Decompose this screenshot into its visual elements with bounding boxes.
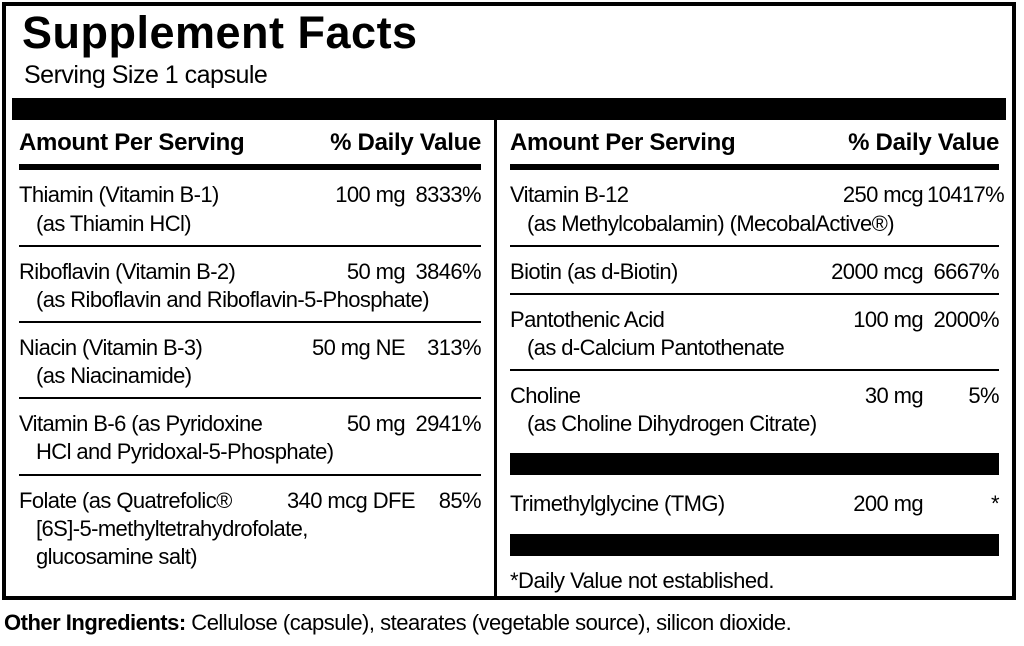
nutrient-name: Folate (as Quatrefolic®: [19, 487, 232, 513]
daily-value-header: % Daily Value: [848, 129, 999, 157]
nutrient-dv: 313%: [427, 335, 481, 361]
nutrient-row-folate: Folate (as Quatrefolic® 340 mcg DFE 85% …: [19, 473, 482, 578]
nutrient-amount: 100 mg: [853, 306, 923, 332]
nutrient-dv: 6667%: [933, 258, 999, 284]
nutrient-amount: 250 mcg: [842, 182, 924, 208]
nutrient-row-vitamin-b6: Vitamin B-6 (as Pyridoxine 50 mg 2941% H…: [19, 397, 482, 473]
nutrient-row-riboflavin: Riboflavin (Vitamin B-2) 50 mg 3846% (as…: [19, 244, 482, 321]
nutrient-row-pantothenic-acid: Pantothenic Acid 100 mg 2000% (as d-Calc…: [510, 292, 1000, 369]
nutrient-name: Biotin (as d-Biotin): [510, 258, 678, 284]
nutrient-name: Choline: [510, 383, 581, 409]
nutrient-sub: [6S]-5-methyltetrahydrofolate,: [36, 515, 308, 541]
facts-column-right: Amount Per Serving % Daily Value Vitamin…: [497, 120, 1012, 596]
nutrient-name: Niacin (Vitamin B-3): [19, 335, 203, 361]
nutrient-row-thiamin: Thiamin (Vitamin B-1) 100 mg 8333% (as T…: [19, 170, 482, 244]
other-ingredients-line: Other Ingredients: Cellulose (capsule), …: [0, 600, 1024, 636]
nutrient-dv: 10417%: [927, 182, 1005, 208]
other-ingredients-label: Other Ingredients:: [4, 610, 186, 635]
facts-column-left: Amount Per Serving % Daily Value Thiamin…: [6, 120, 497, 596]
nutrient-row-tmg: Trimethylglycine (TMG) 200 mg *: [510, 479, 1000, 525]
nutrient-amount: 50 mg: [346, 411, 406, 437]
nutrient-amount: 2000 mcg: [831, 258, 923, 284]
thick-divider-bar: [510, 533, 999, 556]
nutrient-row-niacin: Niacin (Vitamin B-3) 50 mg NE 313% (as N…: [19, 321, 482, 397]
amount-per-serving-header: Amount Per Serving: [510, 129, 736, 157]
nutrient-row-vitamin-b12: Vitamin B-12 250 mcg 10417% (as Methylco…: [510, 170, 1005, 244]
nutrient-amount: 100 mg: [335, 182, 405, 208]
nutrient-sub: (as Thiamin HCl): [36, 210, 192, 236]
nutrient-name: Pantothenic Acid: [510, 306, 665, 332]
nutrient-name: Thiamin (Vitamin B-1): [19, 182, 219, 208]
nutrient-name: Riboflavin (Vitamin B-2): [19, 258, 236, 284]
serving-size-text: Serving Size 1 capsule: [24, 61, 268, 90]
nutrient-sub: (as Choline Dihydrogen Citrate): [527, 411, 817, 437]
panel-header: Supplement Facts Serving Size 1 capsule: [6, 6, 1012, 98]
facts-table: Amount Per Serving % Daily Value Thiamin…: [6, 120, 1012, 596]
nutrient-sub: (as d-Calcium Pantothenate: [527, 335, 785, 361]
nutrient-sub: (as Riboflavin and Riboflavin-5-Phosphat…: [36, 286, 430, 312]
nutrient-name: Vitamin B-12: [510, 182, 629, 208]
column-header-left: Amount Per Serving % Daily Value: [19, 120, 481, 171]
other-ingredients-text: Cellulose (capsule), stearates (vegetabl…: [185, 610, 792, 635]
nutrient-name: Trimethylglycine (TMG): [510, 491, 725, 517]
panel-title: Supplement Facts: [22, 7, 418, 58]
nutrient-dv: 5%: [968, 383, 999, 409]
nutrient-amount: 200 mg: [853, 491, 923, 517]
nutrient-sub: (as Niacinamide): [36, 363, 192, 389]
nutrient-sub: (as Methylcobalamin) (MecobalActive®): [527, 210, 895, 236]
column-header-right: Amount Per Serving % Daily Value: [510, 120, 999, 171]
thick-divider-bar-top: [12, 98, 1006, 121]
nutrient-sub: HCl and Pyridoxal-5-Phosphate): [36, 439, 334, 465]
thick-divider-bar: [510, 453, 999, 476]
nutrient-sub: glucosamine salt): [36, 543, 198, 569]
supplement-facts-panel: Supplement Facts Serving Size 1 capsule …: [2, 2, 1016, 600]
nutrient-dv: 2000%: [933, 306, 999, 332]
nutrient-dv: 8333%: [415, 182, 481, 208]
nutrient-dv: *: [991, 491, 1000, 517]
nutrient-row-choline: Choline 30 mg 5% (as Choline Dihydrogen …: [510, 369, 1000, 445]
nutrient-dv: 3846%: [415, 258, 481, 284]
nutrient-amount: 50 mg: [346, 258, 406, 284]
nutrient-amount: 30 mg: [864, 383, 924, 409]
nutrient-amount: 340 mcg DFE: [287, 487, 416, 513]
daily-value-header: % Daily Value: [330, 129, 481, 157]
nutrient-row-biotin: Biotin (as d-Biotin) 2000 mcg 6667%: [510, 244, 1000, 293]
nutrient-name: Vitamin B-6 (as Pyridoxine: [19, 411, 263, 437]
nutrient-dv: 85%: [438, 487, 482, 513]
nutrient-amount: 50 mg NE: [311, 335, 406, 361]
amount-per-serving-header: Amount Per Serving: [19, 129, 245, 157]
nutrient-dv: 2941%: [415, 411, 481, 437]
daily-value-footnote: *Daily Value not established.: [510, 567, 774, 593]
